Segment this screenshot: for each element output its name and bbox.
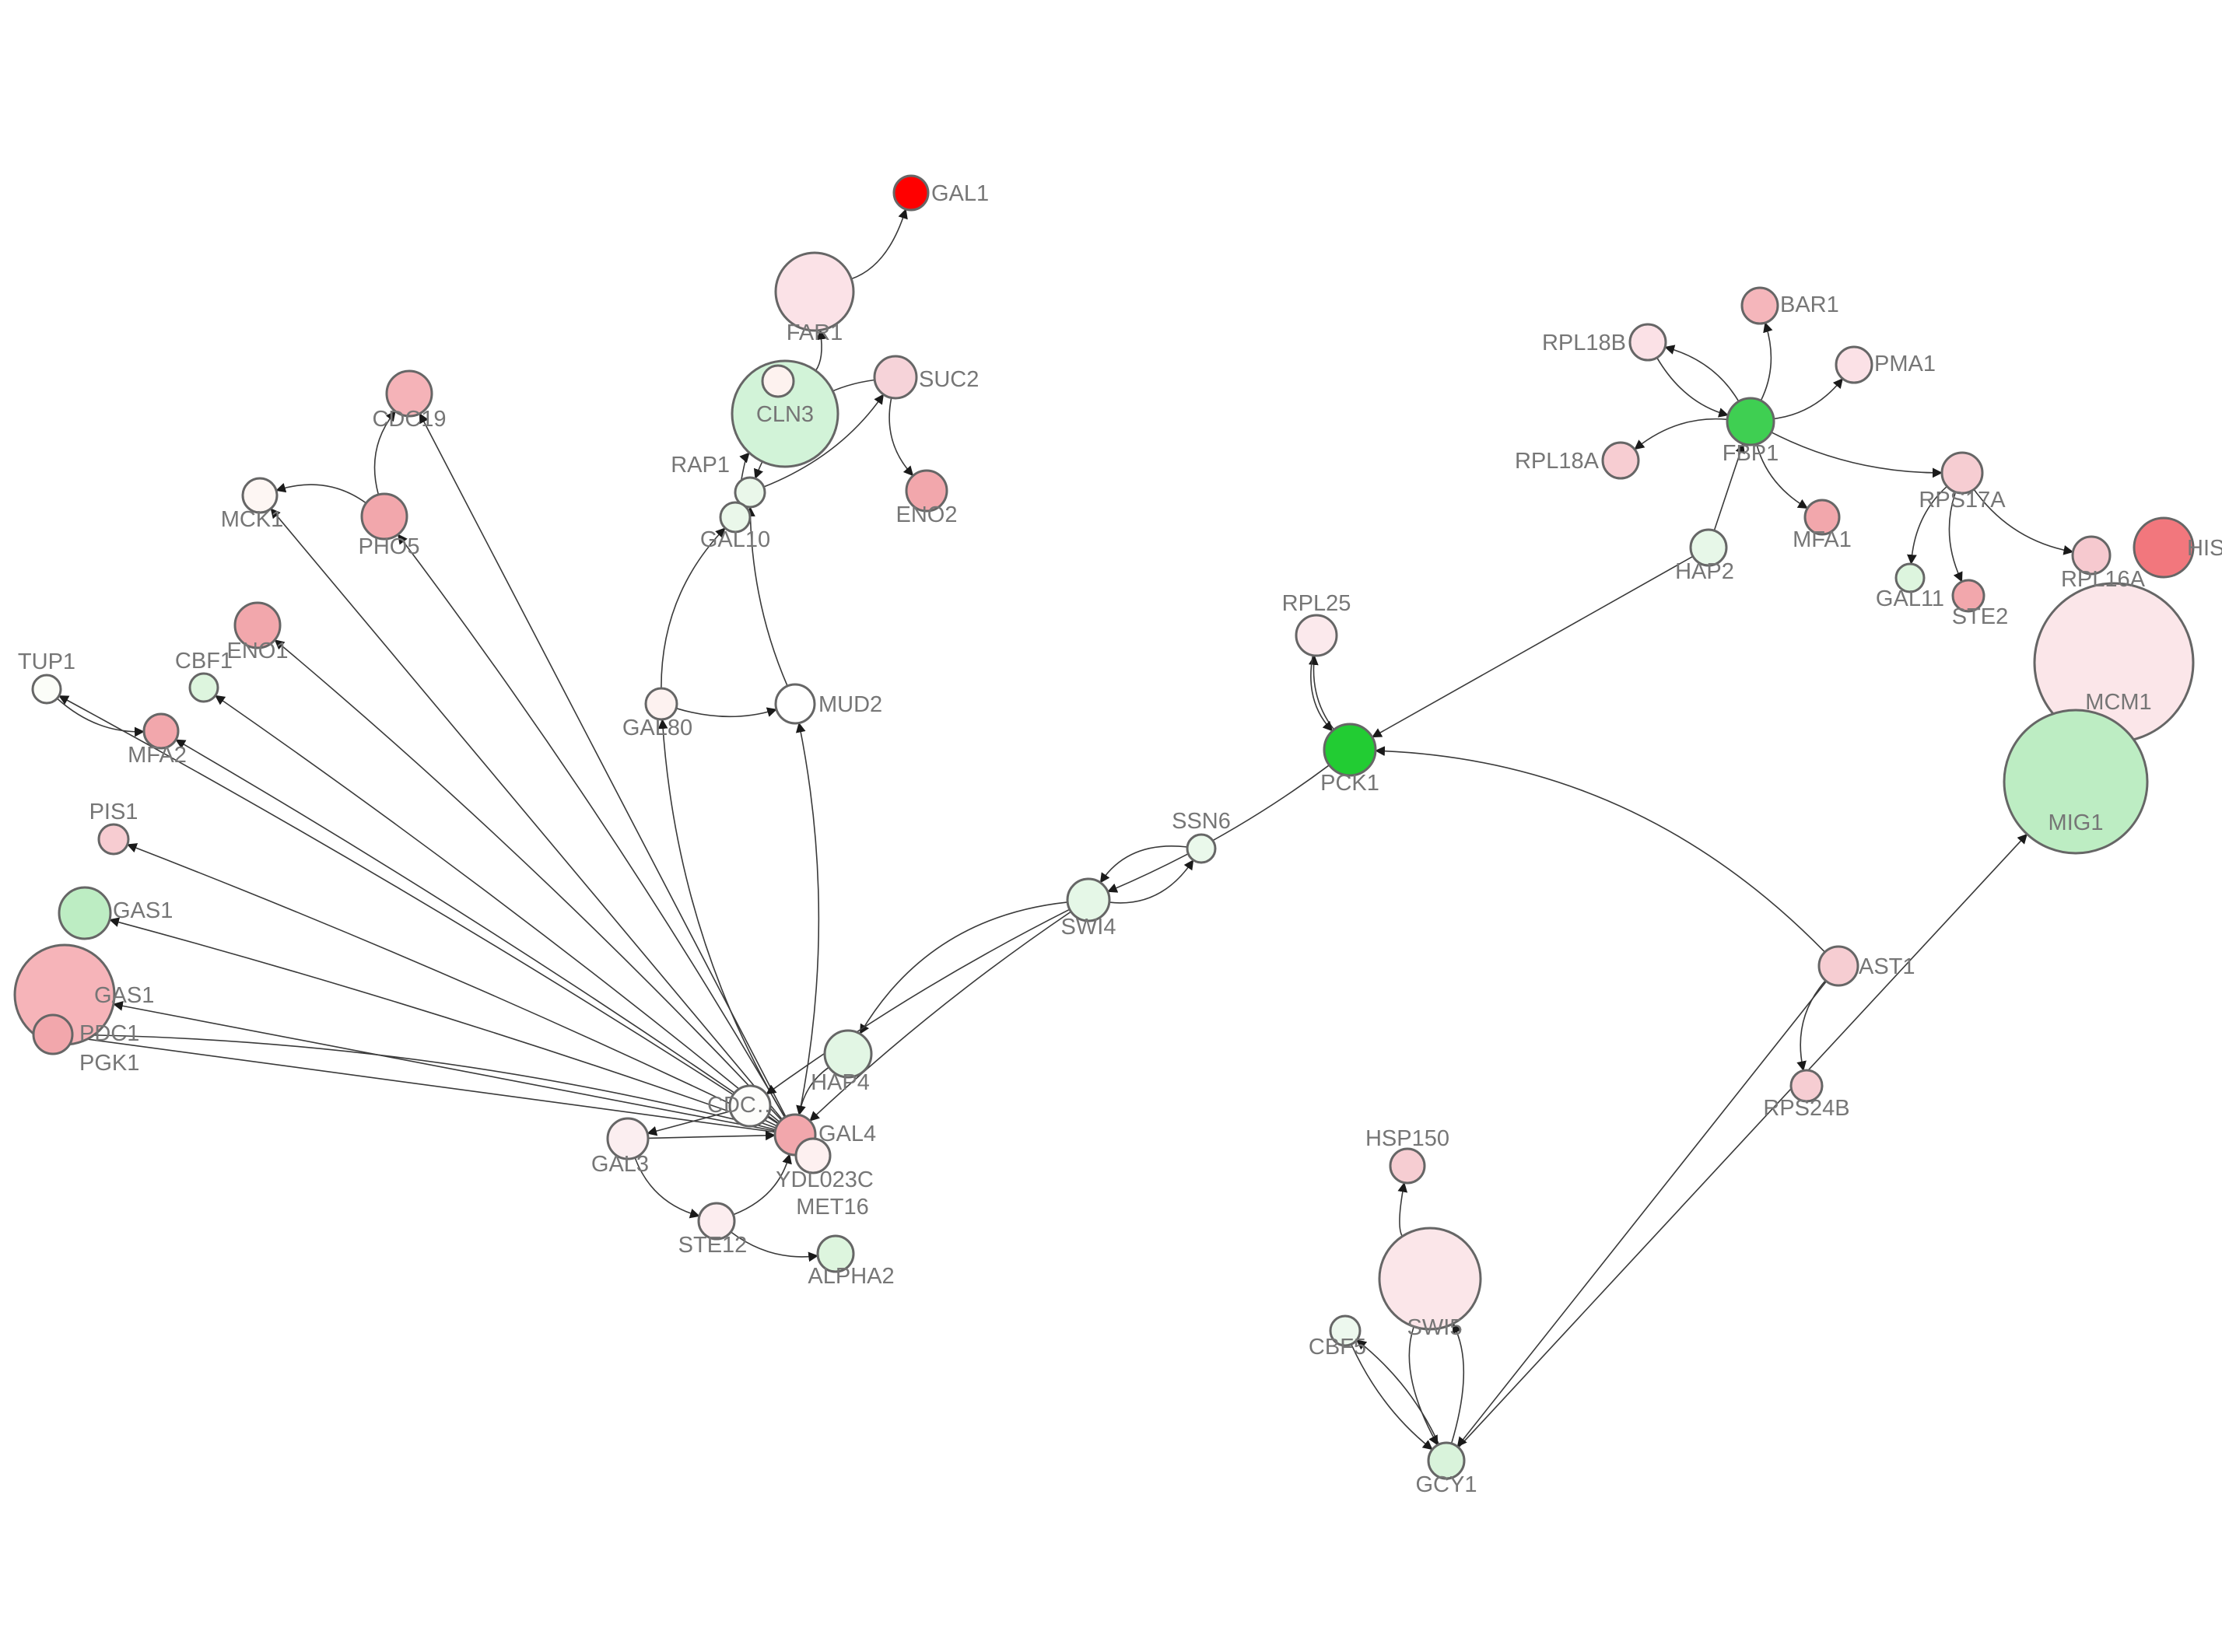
svg-text:HIS4: HIS4 [2187,536,2222,561]
svg-text:FAR1: FAR1 [787,320,843,345]
svg-text:MCK1: MCK1 [221,507,284,532]
svg-text:ENO2: ENO2 [896,502,958,527]
svg-text:CBF5: CBF5 [1309,1335,1366,1360]
svg-text:HAP4: HAP4 [811,1070,870,1095]
svg-text:TUP1: TUP1 [18,649,75,674]
svg-text:GAL3: GAL3 [591,1152,649,1177]
svg-text:ENO1: ENO1 [227,639,289,663]
svg-text:BAR1: BAR1 [1780,292,1839,317]
svg-text:MET16: MET16 [796,1195,868,1220]
svg-text:PDC1: PDC1 [79,1021,139,1046]
svg-text:HAP2: HAP2 [1675,559,1734,584]
svg-text:STE2: STE2 [1952,604,2009,629]
svg-text:GAS1: GAS1 [113,898,173,923]
svg-text:CDC…: CDC… [707,1093,779,1118]
svg-text:SSN6: SSN6 [1172,809,1231,834]
svg-text:FBP1: FBP1 [1723,441,1779,466]
svg-text:MIG1: MIG1 [2049,810,2104,835]
svg-text:GAL11: GAL11 [1876,586,1944,611]
svg-text:HSP150: HSP150 [1365,1126,1449,1151]
svg-text:MFA2: MFA2 [128,743,187,768]
svg-text:MCM1: MCM1 [2085,690,2151,715]
svg-text:MFA1: MFA1 [1793,527,1852,552]
svg-text:PMA1: PMA1 [1874,352,1936,376]
svg-text:AST1: AST1 [1859,954,1915,979]
svg-text:RAP1: RAP1 [671,453,730,478]
svg-text:PCK1: PCK1 [1320,771,1379,796]
svg-text:CLN3: CLN3 [756,402,814,427]
svg-text:SWI4: SWI4 [1061,915,1116,940]
svg-text:ALPHA2: ALPHA2 [808,1264,894,1289]
svg-text:RPL25: RPL25 [1282,591,1351,616]
svg-text:RPL16A: RPL16A [2061,567,2146,592]
svg-text:GAL1: GAL1 [931,181,989,206]
svg-text:GCY1: GCY1 [1416,1472,1477,1497]
svg-text:RPS24B: RPS24B [1763,1096,1849,1121]
svg-text:CBF1: CBF1 [175,649,233,674]
svg-text:PIS1: PIS1 [89,800,138,824]
svg-text:PHO5: PHO5 [359,534,420,559]
svg-text:RPL18A: RPL18A [1515,449,1600,474]
svg-text:CDC19: CDC19 [372,407,446,432]
svg-text:YDL023C: YDL023C [776,1167,874,1192]
svg-text:RPL18B: RPL18B [1542,331,1626,355]
svg-text:SWI5: SWI5 [1407,1315,1463,1340]
svg-text:STE12: STE12 [678,1233,748,1258]
svg-text:GAL10: GAL10 [700,527,770,552]
svg-text:MUD2: MUD2 [818,692,882,717]
svg-text:PGK1: PGK1 [79,1051,139,1076]
svg-text:SUC2: SUC2 [919,367,979,392]
svg-text:GAL4: GAL4 [818,1122,876,1146]
svg-text:RPS17A: RPS17A [1919,488,2006,513]
svg-text:GAS1: GAS1 [94,983,154,1008]
svg-text:GAL80: GAL80 [622,716,692,740]
